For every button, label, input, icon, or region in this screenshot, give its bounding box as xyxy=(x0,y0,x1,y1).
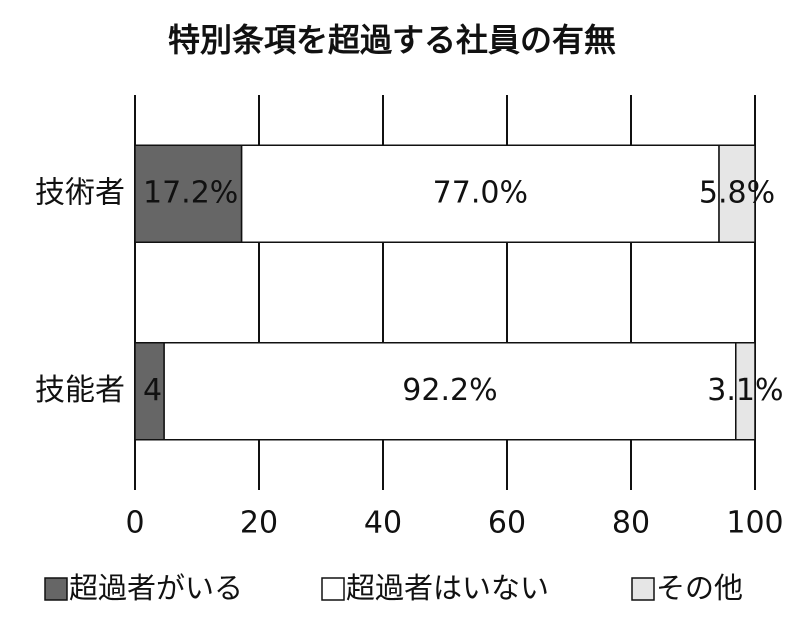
x-tick-label: 60 xyxy=(488,506,526,541)
bar-segment xyxy=(163,342,737,441)
bar-segment xyxy=(134,144,243,243)
bar-segment xyxy=(240,144,720,243)
value-label: 3.1% xyxy=(707,373,783,408)
value-label: 5.8% xyxy=(699,175,775,210)
x-tick-label: 0 xyxy=(125,506,144,541)
bar-segment xyxy=(134,342,165,441)
y-tick-label: 技能者 xyxy=(35,373,125,408)
bar-segment xyxy=(735,342,756,441)
x-tick-label: 40 xyxy=(364,506,402,541)
legend-swatch xyxy=(44,577,68,601)
x-tick-label: 100 xyxy=(726,506,783,541)
x-tick-label: 20 xyxy=(240,506,278,541)
legend-label: 超過者がいる xyxy=(69,571,243,605)
legend-swatch xyxy=(321,577,345,601)
value-label: 77.0% xyxy=(433,175,528,210)
y-tick-label: 技術者 xyxy=(35,175,125,210)
value-label: 92.2% xyxy=(402,373,497,408)
bar-segment xyxy=(718,144,756,243)
value-label: 17.2% xyxy=(143,175,238,210)
chart-title: 特別条項を超過する社員の有無 xyxy=(168,21,616,59)
legend-swatch xyxy=(631,577,655,601)
legend-label: 超過者はいない xyxy=(346,571,549,605)
x-tick-label: 80 xyxy=(612,506,650,541)
legend-label: その他 xyxy=(656,571,743,605)
